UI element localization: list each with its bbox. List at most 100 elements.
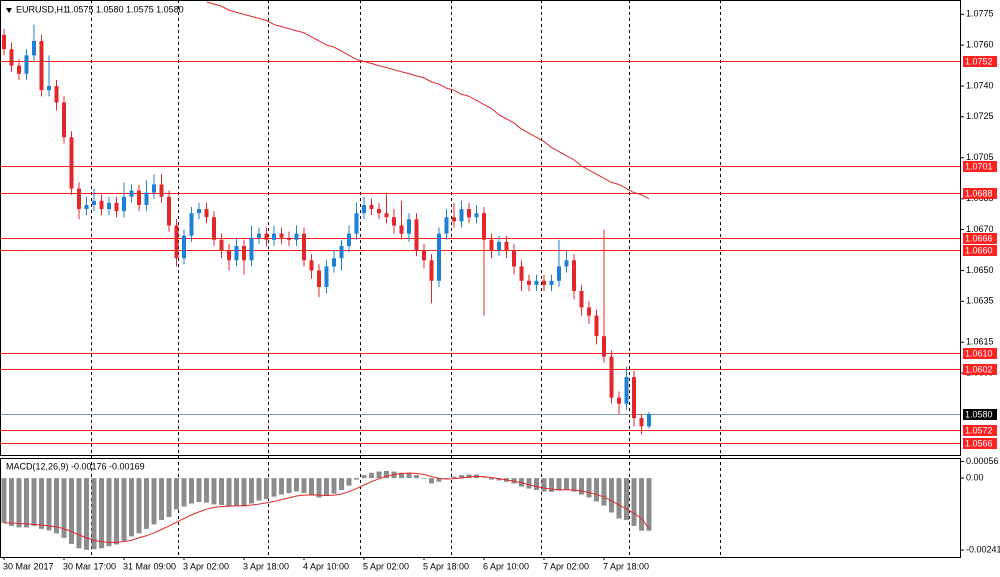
macd-bar [241, 478, 247, 507]
candle-body [324, 266, 329, 287]
candle-body [62, 102, 66, 138]
candle-body [512, 250, 516, 267]
macd-bar [616, 478, 622, 519]
macd-bar [99, 478, 104, 549]
candle-body [332, 258, 336, 267]
y-tick-label: 1.0670 [966, 224, 994, 234]
macd-bar [354, 478, 359, 480]
candle-body [114, 202, 119, 212]
candle-body [47, 86, 51, 91]
macd-y-tick-label: 0.00056 [966, 456, 999, 466]
macd-bar [286, 478, 292, 494]
candle-body [99, 200, 104, 210]
candle-body [362, 204, 366, 214]
candle-body [587, 307, 591, 316]
macd-bar [301, 478, 307, 494]
y-tick-label: 1.0650 [966, 265, 994, 275]
candle-body [317, 270, 321, 287]
macd-bar [594, 478, 599, 502]
macd-bar [316, 478, 322, 498]
macd-bar [481, 477, 487, 479]
candle-body [9, 49, 14, 66]
macd-bar [129, 478, 134, 537]
candle-body [399, 225, 404, 234]
candle-body [272, 233, 276, 240]
level-label-box [963, 56, 997, 67]
macd-bar [406, 472, 412, 479]
level-label: 1.0701 [965, 161, 993, 171]
macd-bar [549, 478, 554, 492]
y-tick-label: 1.0705 [966, 152, 994, 162]
candle-body [32, 40, 36, 56]
candle-body [234, 245, 239, 261]
macd-bar [421, 478, 427, 479]
candle-body [422, 250, 426, 261]
macd-bar [114, 478, 119, 545]
candle-body [377, 209, 381, 214]
candle-body [152, 184, 156, 193]
candle-body [302, 233, 306, 261]
macd-bar [294, 478, 299, 492]
macd-bar [639, 478, 644, 531]
x-tick-label: 7 Apr 18:00 [603, 561, 649, 571]
macd-label: MACD(12,26,9) -0.00176 -0.00169 [6, 461, 145, 471]
macd-bar [534, 478, 539, 491]
y-tick-label: 1.0740 [966, 80, 994, 90]
macd-bar [496, 478, 502, 481]
candle-body [84, 204, 89, 210]
candle-body [174, 225, 179, 259]
candle-body [519, 266, 524, 281]
y-tick-label: 1.0615 [966, 337, 994, 347]
candle-body [534, 280, 539, 285]
macd-bar [16, 478, 22, 528]
macd-bar [399, 472, 404, 479]
macd-bar [466, 474, 472, 479]
candle-body [444, 217, 449, 234]
level-label: 1.0752 [965, 56, 993, 66]
candle-body [452, 217, 456, 222]
symbol-label: EURUSD,H1 [16, 4, 68, 14]
candle-body [242, 245, 246, 261]
macd-bar [346, 478, 352, 486]
macd-bar [331, 478, 337, 494]
candle-body [264, 233, 269, 240]
candle-body [227, 250, 231, 261]
macd-bar [46, 478, 52, 531]
x-tick-label: 3 Apr 02:00 [183, 561, 229, 571]
candle-body [549, 280, 554, 285]
macd-signal [4, 472, 650, 543]
level-label: 1.0572 [965, 425, 993, 435]
candle-body [167, 196, 171, 226]
macd-bar [144, 478, 149, 529]
price-panel: 1.07751.07601.07401.07251.07051.06851.06… [0, 1, 997, 449]
candle-body [647, 414, 651, 427]
macd-bar [646, 478, 652, 531]
candle-body [17, 65, 21, 74]
macd-bar [489, 478, 494, 480]
candle-body [182, 235, 186, 259]
macd-bar [31, 478, 37, 526]
macd-bar [174, 478, 179, 510]
current-price-box [963, 409, 997, 420]
macd-bar [1, 478, 7, 523]
macd-bar [586, 478, 592, 498]
macd-bar [579, 478, 584, 495]
macd-bar [324, 478, 329, 497]
candle-body [572, 260, 576, 292]
candle-body [602, 336, 606, 357]
macd-bar [609, 478, 614, 513]
candle-body [527, 280, 531, 285]
level-label: 1.0660 [965, 245, 993, 255]
menu-arrow[interactable] [6, 8, 12, 13]
macd-bar [249, 478, 254, 504]
candle-body [54, 86, 59, 103]
candle-body [489, 239, 494, 251]
candle-body [197, 209, 201, 214]
macd-bar [9, 478, 14, 526]
x-tick-label: 5 Apr 18:00 [423, 561, 469, 571]
candle-body [564, 260, 569, 267]
candle-body [212, 217, 216, 240]
macd-bar [166, 478, 172, 517]
macd-bar [151, 478, 157, 525]
candle-body [369, 204, 374, 210]
